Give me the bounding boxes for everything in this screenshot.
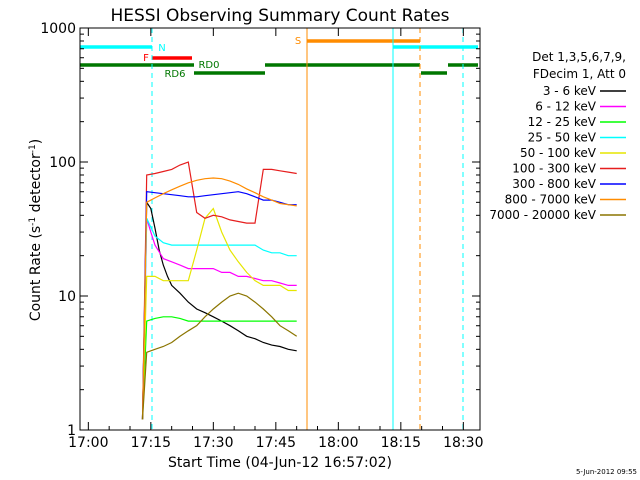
chart-title: HESSI Observing Summary Count Rates (110, 6, 449, 26)
x-tick-label-4: 18:00 (318, 435, 358, 451)
series-line-3 (141, 218, 297, 420)
legend-label-0: 3 - 6 keV (543, 84, 597, 98)
annotations: NF RD6 RD0 S (80, 36, 478, 80)
legend-label-5: 100 - 300 keV (512, 162, 596, 176)
y-axis-label: Count Rate (s-1 detector-1) (28, 139, 44, 321)
series-line-8 (141, 292, 298, 420)
annotation-label-rd0: RD0 (198, 60, 219, 71)
annotation-label-rd6: RD6 (164, 69, 185, 80)
plot-frame (79, 27, 481, 431)
legend-header-line-1: Det 1,3,5,6,7,9, (532, 50, 626, 64)
annotation-label-f: F (143, 53, 149, 64)
timestamp: 5-Jun-2012 09:55 (576, 468, 637, 476)
legend-label-7: 800 - 7000 keV (505, 193, 597, 207)
series-line-7 (141, 177, 297, 420)
x-tick-label-5: 18:15 (381, 435, 421, 451)
series-line-1 (141, 218, 297, 420)
x-tick-label-6: 18:30 (443, 435, 483, 451)
series-line-4 (141, 207, 297, 420)
legend-label-2: 12 - 25 keV (528, 115, 597, 129)
y-tick-label-1: 10 (58, 289, 76, 305)
legend: Det 1,3,5,6,7,9, FDecim 1, Att 0 3 - 6 k… (489, 50, 626, 222)
series-line-0 (141, 200, 297, 420)
legend-label-8: 7000 - 20000 keV (489, 208, 596, 222)
legend-label-6: 300 - 800 keV (512, 177, 596, 191)
x-tick-label-1: 17:15 (131, 435, 171, 451)
y-tick-label-3: 1000 (40, 21, 76, 37)
plot-area: NF RD6 RD0 S 1 10 100 1000 17:00 17:15 17:30 17:45 1… (40, 21, 483, 451)
legend-label-4: 50 - 100 keV (520, 146, 597, 160)
legend-header-line-2: FDecim 1, Att 0 (533, 67, 626, 81)
x-tick-label-3: 17:45 (256, 435, 296, 451)
series-line-2 (141, 316, 297, 420)
legend-label-3: 25 - 50 keV (528, 131, 597, 145)
annotation-label-s: S (295, 36, 301, 47)
y-tick-label-2: 100 (49, 155, 76, 171)
x-axis-label: Start Time (04-Jun-12 16:57:02) (168, 455, 392, 471)
annotation-label-n: N (158, 43, 165, 54)
legend-label-1: 6 - 12 keV (535, 100, 597, 114)
x-tick-label-2: 17:30 (193, 435, 233, 451)
y-tick-label-0: 1 (67, 423, 76, 439)
x-tick-label-0: 17:00 (68, 435, 108, 451)
series-line-5 (141, 161, 297, 420)
